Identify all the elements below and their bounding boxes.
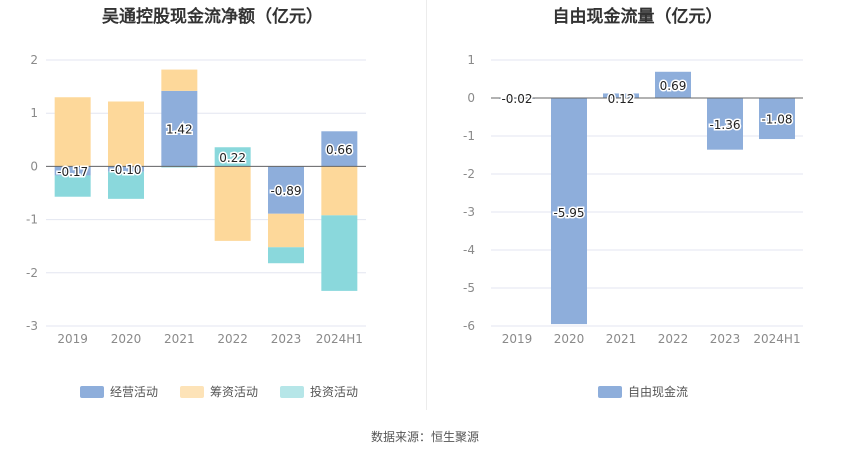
legend-swatch-investing [280, 385, 305, 398]
bar-segment-investing [321, 215, 358, 291]
bar-segment-operating [161, 90, 198, 167]
bar-free-cash-flow [759, 98, 795, 140]
data-label: -0.02 [501, 92, 532, 106]
bar-segment-operating [108, 166, 144, 172]
legend-label-operating: 经营活动 [110, 385, 159, 399]
x-tick-label: 2021 [164, 332, 195, 346]
right-chart-title: 自由现金流量（亿元） [552, 7, 723, 27]
bar-segment-financing [161, 69, 198, 91]
x-tick-label: 2024H1 [316, 332, 363, 346]
data-label: -0.17 [57, 165, 88, 179]
bar-segment-investing [214, 147, 251, 167]
bar-segment-operating [321, 131, 358, 167]
x-tick-label: 2019 [57, 332, 88, 346]
cash-flow-net-chart: -3 -2 -1 0 1 2 2019 2020 2021 2022 2023 2024H1 -0.17… [26, 53, 366, 346]
bar-segment-investing [161, 166, 198, 168]
data-label: -1.08 [761, 113, 792, 127]
legend-label-financing: 筹资活动 [210, 385, 259, 399]
chart-divider [426, 0, 427, 410]
data-label: -0.89 [270, 184, 301, 198]
data-label: 0.12 [608, 92, 635, 106]
y-tick-label: 0 [467, 91, 475, 105]
bar-segment-financing [214, 166, 251, 241]
bar-segment-investing [108, 171, 144, 199]
y-tick-label: 1 [30, 106, 38, 120]
legend-swatch-fcf [598, 385, 622, 398]
bar-segment-financing [54, 97, 91, 167]
bar-segment-operating [54, 166, 91, 176]
data-label: -0.10 [110, 163, 141, 177]
right-chart-legend: 自由现金流 [598, 383, 688, 400]
legend-item-investing[interactable]: 投资活动 [280, 383, 358, 400]
y-tick-label: 2 [30, 53, 38, 67]
y-tick-label: 1 [467, 53, 475, 67]
bar-free-cash-flow [655, 71, 691, 98]
bar-free-cash-flow [603, 93, 639, 98]
bar-segment-investing [54, 175, 91, 197]
left-chart-title: 吴通控股现金流净额（亿元） [102, 7, 323, 27]
y-tick-label: -3 [26, 319, 38, 333]
left-chart-legend: 经营活动 筹资活动 投资活动 [80, 383, 358, 400]
y-tick-label: -2 [463, 167, 475, 181]
y-tick-label: -4 [463, 243, 475, 257]
y-tick-label: -5 [463, 281, 475, 295]
x-tick-label: 2022 [658, 332, 689, 346]
data-source-note: 数据来源：恒生聚源 [370, 430, 479, 444]
data-label: 1.42 [166, 123, 193, 137]
bar-segment-financing [321, 166, 358, 216]
data-label: -5.95 [553, 206, 584, 220]
x-tick-label: 2021 [606, 332, 637, 346]
y-tick-label: 0 [30, 159, 38, 173]
bar-segment-operating [268, 166, 304, 214]
y-tick-label: -6 [463, 319, 475, 333]
data-label: 0.22 [219, 151, 246, 165]
legend-label-fcf: 自由现金流 [628, 385, 689, 399]
y-tick-label: -1 [463, 129, 475, 143]
data-label: -1.36 [709, 118, 740, 132]
y-tick-label: -1 [26, 213, 38, 227]
y-tick-label: -2 [26, 266, 38, 280]
x-tick-label: 2023 [271, 332, 302, 346]
free-cash-flow-chart: -6 -5 -4 -3 -2 -1 0 1 2019 2020 2021 2022 2023 2024H1… [463, 53, 803, 346]
legend-item-fcf[interactable]: 自由现金流 [598, 383, 688, 400]
data-label: 0.69 [660, 79, 687, 93]
bar-free-cash-flow [551, 98, 587, 325]
legend-item-operating[interactable]: 经营活动 [80, 383, 158, 400]
bar-segment-financing [108, 101, 144, 167]
x-tick-label: 2024H1 [753, 332, 800, 346]
legend-swatch-financing [180, 385, 205, 398]
x-tick-label: 2019 [502, 332, 533, 346]
legend-label-investing: 投资活动 [310, 385, 359, 399]
x-tick-label: 2022 [217, 332, 248, 346]
bar-segment-investing [268, 247, 304, 264]
x-tick-label: 2020 [111, 332, 142, 346]
data-label: 0.66 [326, 143, 353, 157]
legend-item-financing[interactable]: 筹资活动 [180, 383, 258, 400]
x-tick-label: 2020 [554, 332, 585, 346]
bar-free-cash-flow [707, 98, 743, 150]
bar-segment-financing [268, 213, 304, 248]
y-tick-label: -3 [463, 205, 475, 219]
x-tick-label: 2023 [710, 332, 741, 346]
legend-swatch-operating [80, 385, 104, 398]
